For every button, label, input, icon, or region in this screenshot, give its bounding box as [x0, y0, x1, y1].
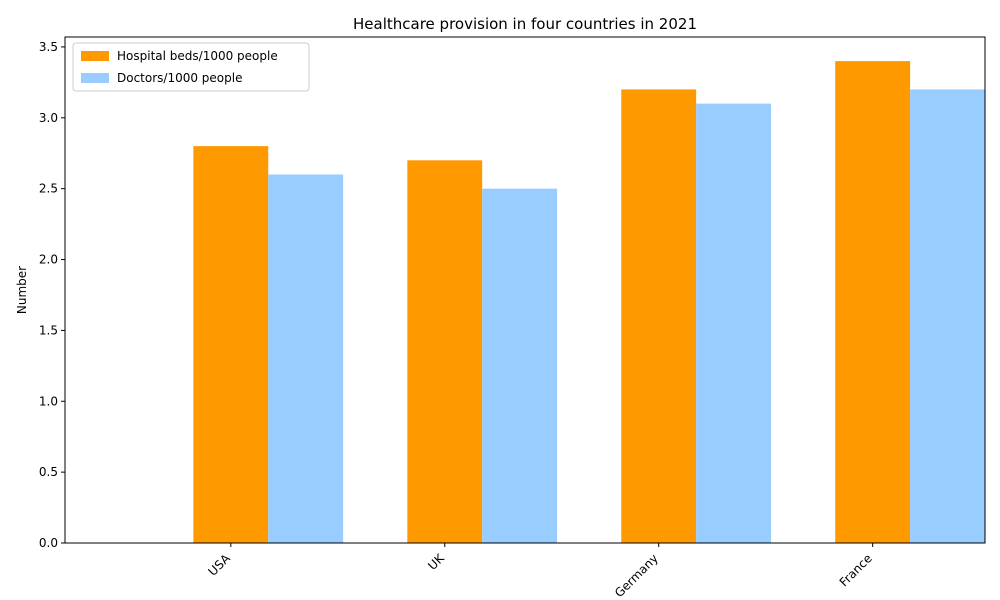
legend-label-1: Doctors/1000 people — [117, 71, 242, 85]
y-axis-label: Number — [15, 266, 29, 314]
bar-beds-usa — [193, 146, 269, 543]
y-tick-label: 2.5 — [39, 182, 58, 196]
y-tick-label: 2.0 — [39, 253, 58, 267]
x-axis: USA UK Germany France — [205, 543, 875, 600]
bar-doctors-france — [910, 89, 985, 544]
legend: Hospital beds/1000 people Doctors/1000 pe… — [72, 42, 310, 92]
bar-doctors-germany — [696, 103, 772, 544]
y-axis: 0.0 0.5 1.0 1.5 2.0 2.5 3.0 3.5 — [39, 40, 65, 550]
y-tick-label: 1.5 — [39, 323, 58, 337]
x-tick-label-uk: UK — [425, 550, 447, 572]
legend-swatch-1 — [81, 73, 109, 83]
y-tick-label: 0.5 — [39, 465, 58, 479]
x-tick-label-usa: USA — [205, 551, 233, 579]
bars-group — [193, 61, 985, 544]
bar-beds-germany — [621, 89, 697, 544]
plot-frame — [64, 36, 986, 544]
y-tick-label: 3.0 — [39, 111, 58, 125]
chart-title: Healthcare provision in four countries i… — [353, 15, 697, 33]
y-tick-label: 1.0 — [39, 394, 58, 408]
legend-swatch-0 — [81, 51, 109, 61]
y-tick-label: 3.5 — [39, 40, 58, 54]
bar-doctors-usa — [268, 174, 344, 543]
x-tick-label-germany: Germany — [612, 551, 661, 600]
bar-doctors-uk — [482, 188, 558, 543]
legend-label-0: Hospital beds/1000 people — [117, 49, 278, 63]
legend-frame — [72, 42, 310, 92]
bar-beds-france — [835, 61, 911, 543]
y-tick-label: 0.0 — [39, 536, 58, 550]
x-tick-label-france: France — [837, 551, 875, 589]
bar-beds-uk — [407, 160, 483, 544]
